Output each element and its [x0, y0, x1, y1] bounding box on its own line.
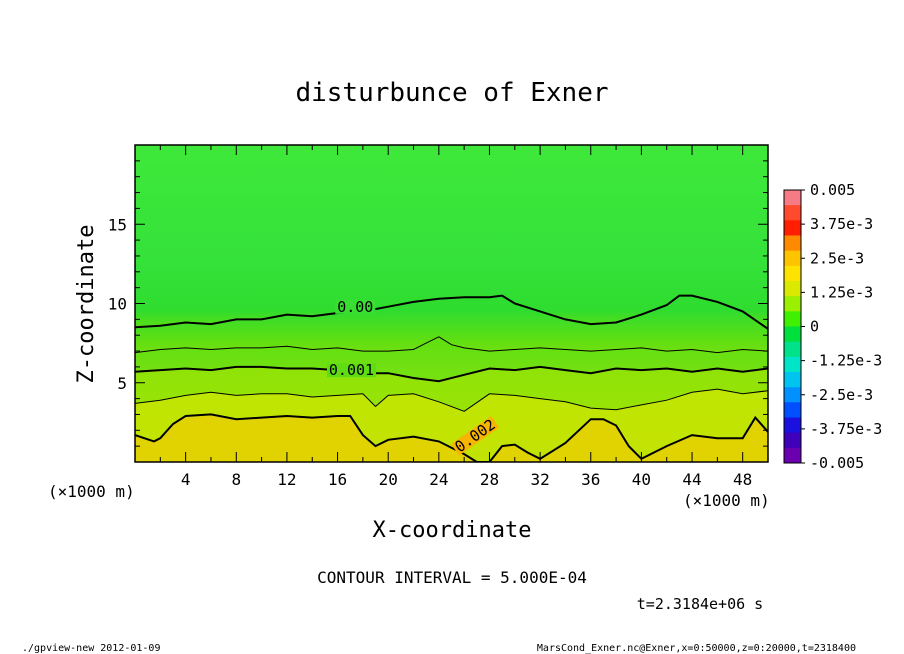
x-axis-ticks: 4 8 12 16 20 24 28 32 36 40 44 48 — [134, 145, 769, 489]
contour-line — [135, 336, 768, 354]
x-tick-label: 28 — [480, 470, 499, 489]
footer-left: ./gpview-new 2012-01-09 — [22, 643, 160, 654]
colorbar-segment — [784, 250, 801, 267]
colorbar-segment — [784, 235, 801, 252]
colorbar-segment — [784, 205, 801, 221]
y-tick-label: 5 — [117, 374, 127, 393]
colorbar-label: 1.25e-3 — [810, 283, 873, 301]
y-axis-ticks: 5 10 15 — [108, 144, 768, 463]
x-tick-label: 12 — [277, 470, 296, 489]
contour-label-bg — [326, 363, 376, 378]
contour-line — [135, 365, 768, 383]
time-label: t=2.3184e+06 s — [637, 595, 763, 613]
x-axis-unit-right: (×1000 m) — [683, 491, 770, 510]
x-tick-label: 44 — [682, 470, 701, 489]
y-tick-label: 15 — [108, 215, 127, 234]
x-tick-label: 24 — [429, 470, 448, 489]
contour-fill — [135, 414, 768, 462]
colorbar-segment — [784, 190, 801, 206]
colorbar-label: -0.005 — [810, 454, 864, 472]
colorbar-labels: 0.005 3.75e-3 2.5e-3 1.25e-3 0 -1.25e-3 -2.5e-… — [801, 181, 882, 472]
colorbar-label: 0 — [810, 318, 819, 336]
x-axis-label: X-coordinate — [373, 518, 532, 543]
contour-line — [135, 294, 768, 330]
colorbar-label: -3.75e-3 — [810, 420, 882, 438]
colorbar-segment — [784, 311, 801, 327]
x-tick-label: 4 — [181, 470, 191, 489]
colorbar-segment — [784, 296, 801, 312]
contour-label: 0.00 — [335, 298, 376, 316]
plot-area — [135, 145, 768, 462]
colorbar-segment — [784, 432, 801, 449]
x-tick-label: 8 — [231, 470, 241, 489]
contour-label-bg — [335, 299, 376, 314]
colorbar-segment — [784, 417, 801, 434]
colorbar-segment — [784, 220, 801, 236]
colorbar-segment — [784, 372, 801, 388]
colorbar-label: -2.5e-3 — [810, 386, 873, 404]
x-tick-label: 36 — [581, 470, 600, 489]
y-axis-label: Z-coordinate — [74, 225, 99, 384]
colorbar-segment — [784, 341, 801, 358]
colorbar-segment — [784, 326, 801, 343]
contour-label-text: 0.00 — [337, 298, 373, 316]
contour-label-bg — [451, 415, 500, 456]
colorbar-segment — [784, 265, 801, 282]
colorbar-label: 0.005 — [810, 181, 855, 199]
x-tick-label: 40 — [632, 470, 651, 489]
contour-interval-text: CONTOUR INTERVAL = 5.000E-04 — [317, 568, 587, 587]
x-tick-label: 48 — [733, 470, 752, 489]
x-tick-label: 16 — [328, 470, 347, 489]
chart-title: disturbunce of Exner — [295, 78, 608, 108]
contour-line — [135, 413, 768, 462]
contour-line — [135, 388, 768, 412]
colorbar-label: 3.75e-3 — [810, 215, 873, 233]
contour-label: 0.001 — [326, 361, 376, 379]
x-tick-label: 20 — [379, 470, 398, 489]
colorbar-segment — [784, 281, 801, 297]
colorbar-segment — [784, 447, 801, 464]
colorbar — [783, 189, 802, 464]
colorbar-label: -1.25e-3 — [810, 352, 882, 370]
colorbar-segment — [784, 356, 801, 373]
contour-label-text: 0.001 — [329, 361, 374, 379]
x-tick-label: 32 — [530, 470, 549, 489]
x-axis-unit-left: (×1000 m) — [48, 482, 135, 501]
colorbar-segment — [784, 402, 801, 418]
contour-lines — [135, 294, 768, 462]
colorbar-segment — [784, 387, 801, 403]
colorbar-label: 2.5e-3 — [810, 249, 864, 267]
y-tick-label: 10 — [108, 295, 127, 314]
footer-right: MarsCond_Exner.nc@Exner,x=0:50000,z=0:20… — [537, 643, 856, 654]
